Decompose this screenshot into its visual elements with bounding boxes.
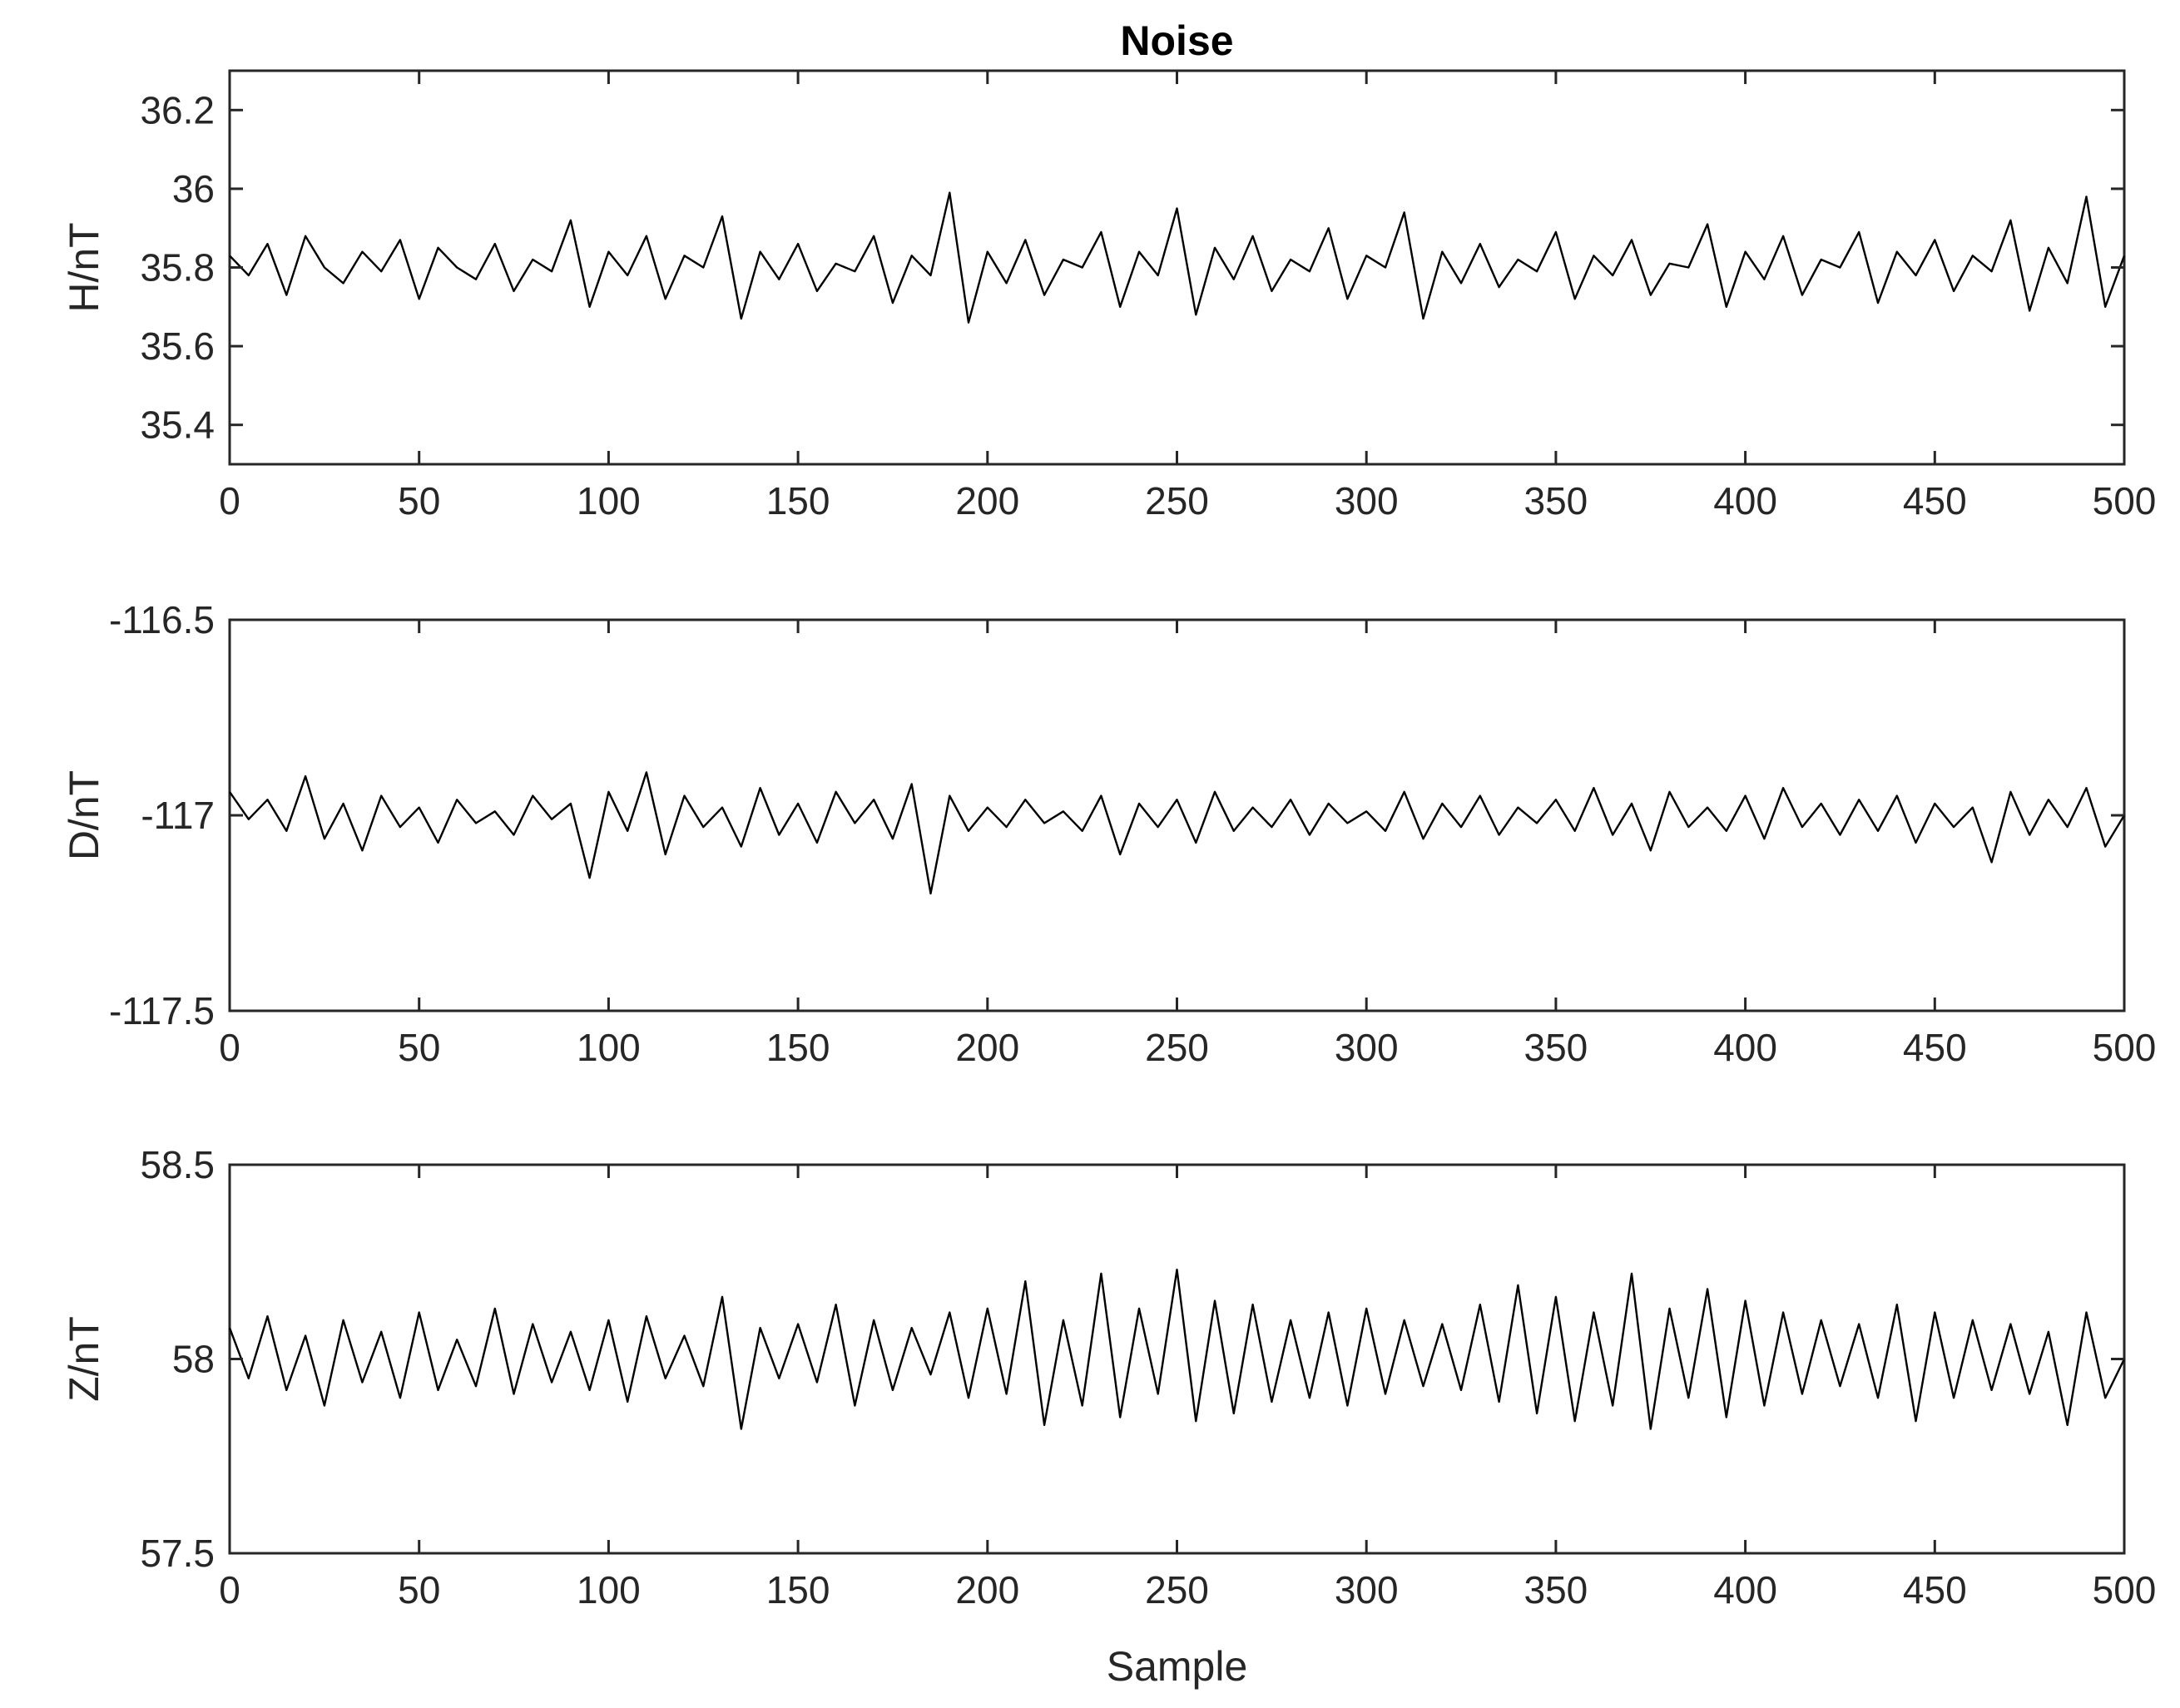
subplot-stack: 0 50 100 150 200 250 300 350 400 450 50035.435.635… <box>61 69 2157 1611</box>
x-tick-label: 450 <box>1903 1568 1967 1611</box>
x-tick-label: 50 <box>398 479 440 522</box>
y-tick-label: -117 <box>141 794 215 837</box>
y-axis-label: Z/nT <box>61 1316 107 1402</box>
subplot-1: 0 50 100 150 200 250 300 350 400 450 500 35.4 35.6 35… <box>61 69 2157 522</box>
x-tick-label: 350 <box>1524 1026 1588 1069</box>
x-tick-label: 500 <box>2093 1026 2157 1069</box>
x-tick-label: 450 <box>1903 479 1967 522</box>
x-tick-label: 200 <box>955 1568 1019 1611</box>
x-tick-label: 100 <box>577 1568 641 1611</box>
x-tick-label: 100 <box>577 479 641 522</box>
x-tick-label: 400 <box>1713 1568 1777 1611</box>
y-axis-label: H/nT <box>61 222 107 312</box>
noise-trace <box>229 191 2126 324</box>
y-tick-label: -116.5 <box>109 598 215 641</box>
x-axis-label: Sample <box>1107 1643 1248 1690</box>
x-tick-label: 500 <box>2093 1568 2157 1611</box>
noise-trace <box>229 771 2126 895</box>
y-tick-label: 58.5 <box>140 1143 215 1186</box>
x-tick-label: 350 <box>1524 479 1588 522</box>
subplot-2: 0 50 100 150 200 250 300 350 400 450 500 -117.5 -117… <box>61 598 2156 1069</box>
x-tick-label: 50 <box>398 1568 440 1611</box>
x-tick-label: 350 <box>1524 1568 1588 1611</box>
y-tick-label: 57.5 <box>140 1532 215 1575</box>
noise-trace <box>228 1268 2126 1430</box>
x-tick-label: 50 <box>398 1026 440 1069</box>
x-tick-label: 250 <box>1145 1568 1209 1611</box>
y-axis-label: D/nT <box>61 770 107 860</box>
y-tick-label: 35.4 <box>140 403 215 447</box>
x-tick-label: 200 <box>955 479 1019 522</box>
x-tick-label: 200 <box>955 1026 1019 1069</box>
x-tick-label: 250 <box>1145 1026 1209 1069</box>
y-tick-label: 58 <box>172 1338 215 1381</box>
x-tick-label: 400 <box>1713 479 1777 522</box>
y-tick-label: 35.6 <box>140 324 215 368</box>
y-tick-label: -117.5 <box>109 989 215 1032</box>
x-tick-label: 100 <box>577 1026 641 1069</box>
subplot-3: 0 50 100 150 200 250 300 350 400 450 500 57.5 58 58.5… <box>61 1143 2156 1611</box>
x-tick-label: 300 <box>1335 1568 1399 1611</box>
x-tick-label: 150 <box>766 1568 830 1611</box>
y-tick-label: 36.2 <box>140 88 215 131</box>
x-tick-label: 500 <box>2093 479 2157 522</box>
x-tick-label: 300 <box>1335 479 1399 522</box>
plot-frame <box>228 618 2126 1012</box>
plot-frame <box>228 1163 2126 1555</box>
x-tick-label: 250 <box>1145 479 1209 522</box>
x-tick-label: 150 <box>766 1026 830 1069</box>
x-tick-label: 0 <box>219 479 240 522</box>
x-tick-label: 300 <box>1335 1026 1399 1069</box>
x-tick-label: 150 <box>766 479 830 522</box>
y-tick-label: 36 <box>172 167 215 210</box>
x-tick-label: 0 <box>219 1026 240 1069</box>
x-tick-label: 400 <box>1713 1026 1777 1069</box>
y-tick-label: 35.8 <box>140 246 215 290</box>
x-tick-label: 0 <box>219 1568 240 1611</box>
figure-title: Noise <box>1120 17 1233 64</box>
x-tick-label: 450 <box>1903 1026 1967 1069</box>
